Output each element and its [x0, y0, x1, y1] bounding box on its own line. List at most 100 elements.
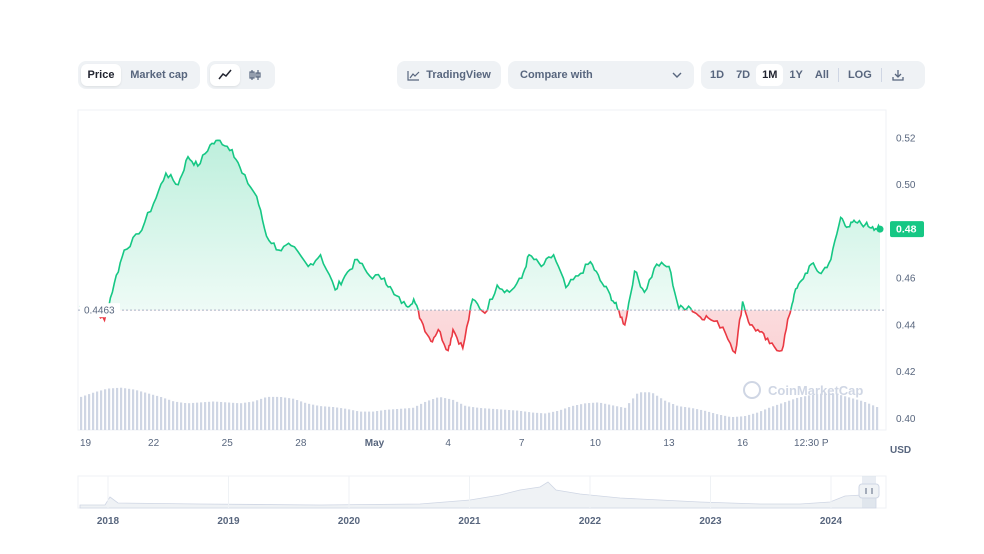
tradingview-label: TradingView	[426, 69, 491, 81]
volume-bar	[384, 409, 387, 430]
volume-bar	[200, 402, 203, 430]
volume-bar	[768, 407, 771, 430]
volume-bar	[840, 395, 843, 430]
range-all[interactable]: All	[814, 69, 829, 81]
volume-bar	[848, 397, 851, 430]
range-toggle: 1D 7D 1M 1Y All LOG	[701, 61, 925, 89]
chart-trend-icon	[407, 70, 420, 81]
volume-bar	[568, 407, 571, 430]
volume-bar	[684, 407, 687, 430]
volume-bar	[636, 393, 639, 430]
volume-bar	[188, 403, 191, 430]
volume-bar	[612, 405, 615, 430]
range-1d[interactable]: 1D	[710, 69, 725, 81]
volume-bar	[516, 410, 519, 430]
compare-label: Compare with	[520, 69, 593, 81]
volume-bar	[228, 402, 231, 430]
y-tick-label: 0.42	[896, 367, 916, 378]
y-tick-label: 0.52	[896, 134, 916, 145]
candlestick-button[interactable]	[240, 64, 270, 86]
download-button[interactable]	[885, 64, 911, 86]
y-tick-label: 0.44	[896, 320, 916, 331]
market-cap-tab[interactable]: Market cap	[130, 69, 188, 81]
volume-bar	[368, 411, 371, 430]
tradingview-button[interactable]: TradingView	[397, 61, 501, 89]
volume-bar	[544, 413, 547, 430]
download-icon	[892, 70, 904, 81]
volume-bar	[876, 407, 879, 430]
chart-type-toggle	[207, 61, 275, 89]
x-tick-label: May	[365, 438, 385, 449]
volume-bar	[96, 391, 99, 430]
volume-bar	[396, 409, 399, 430]
volume-bar	[132, 389, 135, 430]
volume-bar	[780, 403, 783, 430]
volume-bar	[336, 407, 339, 430]
volume-bar	[456, 401, 459, 430]
volume-bar	[120, 387, 123, 430]
volume-bar	[156, 395, 159, 430]
volume-bar	[528, 412, 531, 430]
volume-bar	[692, 408, 695, 430]
volume-bar	[392, 409, 395, 430]
volume-bar	[668, 402, 671, 430]
volume-bar	[412, 407, 415, 430]
range-1m[interactable]: 1M	[756, 64, 784, 86]
compare-dropdown[interactable]: Compare with	[508, 61, 694, 89]
volume-bar	[764, 409, 767, 430]
volume-bar	[664, 400, 667, 430]
volume-bar	[424, 401, 427, 430]
range-1y[interactable]: 1Y	[789, 69, 803, 81]
navigator-grid	[107, 476, 832, 508]
volume-bar	[404, 408, 407, 430]
volume-bar	[752, 413, 755, 430]
volume-bar	[104, 389, 107, 430]
price-line-down	[83, 310, 792, 355]
volume-bar	[500, 409, 503, 430]
volume-bar	[300, 401, 303, 430]
x-tick-label: 16	[737, 438, 749, 449]
volume-bar	[504, 409, 507, 430]
volume-bar	[628, 403, 631, 430]
volume-bar	[244, 402, 247, 430]
volume-bar	[296, 400, 299, 430]
volume-bar	[400, 408, 403, 430]
log-toggle[interactable]: LOG	[847, 69, 872, 81]
volume-bar	[232, 402, 235, 430]
volume-bar	[452, 399, 455, 430]
volume-bar	[736, 416, 739, 430]
volume-bar	[796, 397, 799, 430]
navigator-axis: 2018 2019 2020 2021 2022 2023 2024	[97, 516, 843, 527]
volume-bar	[420, 403, 423, 430]
volume-bar	[496, 409, 499, 430]
x-tick-label: 22	[148, 438, 160, 449]
volume-bar	[480, 408, 483, 430]
volume-bar	[292, 398, 295, 430]
watermark-logo-icon	[743, 381, 761, 399]
price-tab[interactable]: Price	[81, 64, 121, 86]
volume-bar	[548, 412, 551, 430]
volume-bar	[276, 396, 279, 430]
volume-bar	[136, 390, 139, 430]
chevron-down-icon	[672, 72, 682, 78]
volume-bar	[656, 395, 659, 430]
navigator-tick-label: 2020	[338, 516, 361, 527]
volume-bar	[756, 412, 759, 430]
volume-bar	[324, 406, 327, 430]
navigator-handle[interactable]	[858, 483, 880, 499]
volume-bar	[852, 398, 855, 430]
volume-bar	[808, 395, 811, 430]
volume-bar	[784, 402, 787, 430]
line-chart-button[interactable]	[210, 64, 240, 86]
volume-bar	[468, 406, 471, 430]
volume-bar	[812, 394, 815, 430]
volume-bar	[172, 401, 175, 430]
volume-bar	[140, 391, 143, 430]
volume-bar	[648, 392, 651, 430]
price-area-up	[80, 140, 880, 311]
range-7d[interactable]: 7D	[736, 69, 751, 81]
volume-bar	[624, 407, 627, 430]
y-tick-label: 0.50	[896, 180, 916, 191]
volume-bar	[728, 416, 731, 430]
